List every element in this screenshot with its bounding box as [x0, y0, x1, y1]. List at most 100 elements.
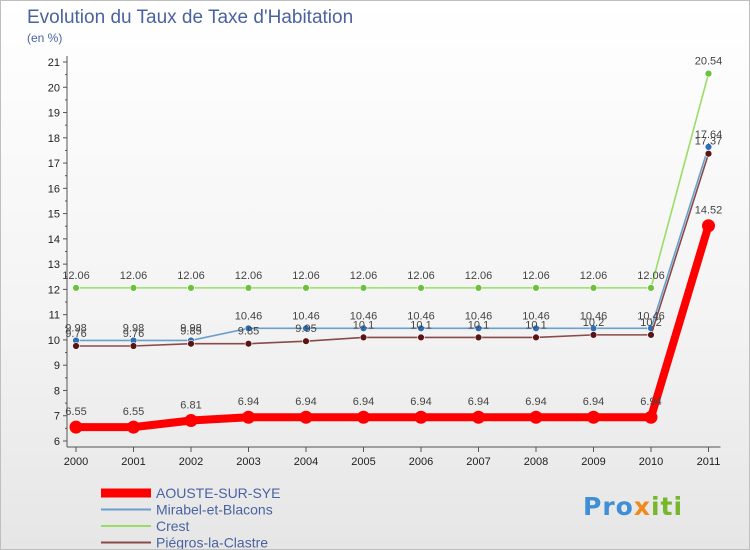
data-point: [244, 340, 253, 348]
x-tick-label: 2010: [639, 456, 663, 468]
data-label: 10.1: [353, 319, 374, 331]
y-tick-label: 14: [48, 234, 60, 246]
chart-title: Evolution du Taux de Taxe d'Habitation: [27, 7, 354, 28]
unit-label: (en %): [27, 31, 63, 45]
legend-label: Piégros-la-Clastre: [156, 535, 268, 550]
data-label: 6.55: [123, 406, 144, 418]
data-point: [532, 284, 540, 292]
data-label: 10.2: [583, 317, 604, 329]
data-label: 6.94: [295, 396, 316, 408]
data-label: 9.95: [295, 323, 316, 335]
x-tick-label: 2005: [351, 456, 375, 468]
data-point: [474, 284, 483, 292]
data-label: 10.46: [637, 310, 665, 322]
x-tick-label: 2002: [179, 456, 203, 468]
x-tick-label: 2000: [64, 456, 88, 468]
data-label: 10.46: [407, 310, 435, 322]
y-tick-label: 7: [54, 411, 60, 423]
data-label: 6.94: [583, 396, 604, 408]
data-label: 10.1: [410, 319, 431, 331]
data-label: 17.64: [695, 129, 723, 141]
x-tick-label: 2008: [524, 456, 548, 468]
legend-label: AOUSTE-SUR-SYE: [156, 485, 280, 501]
data-label: 9.85: [180, 326, 201, 338]
data-label: 9.85: [238, 326, 259, 338]
data-label: 12.06: [522, 270, 550, 282]
data-point: [414, 410, 428, 424]
data-point: [72, 342, 80, 350]
legend: AOUSTE-SUR-SYEMirabel-et-BlaconsCrestPié…: [101, 485, 280, 549]
y-tick-label: 12: [48, 284, 60, 296]
data-label: 10.46: [465, 310, 493, 322]
data-label: 20.54: [695, 56, 723, 68]
data-point: [359, 333, 368, 342]
y-tick-label: 20: [48, 82, 60, 94]
series-layer: [69, 69, 715, 434]
y-tick-label: 16: [48, 183, 60, 195]
data-point: [532, 333, 540, 342]
y-tick-label: 18: [48, 133, 60, 145]
y-tick-label: 11: [49, 310, 60, 322]
legend-label: Mirabel-et-Blacons: [156, 502, 273, 518]
y-tick-label: 10: [48, 335, 60, 347]
data-label: 12.06: [292, 270, 320, 282]
data-label: 12.06: [177, 270, 205, 282]
x-tick-label: 2001: [121, 456, 145, 468]
data-point: [72, 284, 80, 292]
data-label: 10.1: [468, 319, 489, 331]
data-label: 9.76: [65, 328, 86, 340]
data-point: [417, 284, 425, 292]
data-label: 12.06: [407, 270, 435, 282]
x-tick-label: 2007: [466, 456, 490, 468]
x-tick-label: 2009: [581, 456, 605, 468]
data-point: [359, 284, 368, 292]
legend-label: Crest: [156, 518, 190, 534]
data-label: 6.94: [640, 396, 661, 408]
data-label: 12.06: [465, 270, 493, 282]
data-label: 10.46: [522, 310, 550, 322]
data-point: [69, 420, 83, 434]
data-label: 12.06: [637, 270, 665, 282]
data-point: [299, 410, 313, 424]
data-point: [704, 150, 713, 158]
data-labels: 6.55 6.55 6.81 6.94 6.94 6.94 6.94 6.94 6.94 6.94…: [62, 56, 722, 418]
proxiti-logo: Proxiti: [583, 492, 683, 521]
data-label: 12.06: [62, 270, 90, 282]
data-point: [532, 324, 540, 333]
data-point: [589, 331, 598, 339]
x-tick-label: 2004: [294, 456, 318, 468]
y-tick-label: 17: [48, 158, 60, 170]
data-label: 14.52: [695, 205, 723, 217]
y-tick-label: 13: [48, 259, 60, 271]
data-label: 6.55: [65, 406, 86, 418]
y-tick-label: 9: [54, 360, 60, 372]
x-tick-label: 2011: [697, 456, 721, 468]
y-tick-label: 21: [48, 57, 60, 69]
data-point: [647, 284, 655, 292]
x-tick-label: 2006: [409, 456, 433, 468]
data-label: 9.98: [123, 322, 144, 334]
data-label: 12.06: [235, 270, 263, 282]
data-point: [187, 340, 195, 348]
data-label: 10.2: [640, 317, 661, 329]
series-line-3: [75, 152, 710, 347]
data-label: 17.37: [695, 136, 723, 148]
data-label: 12.06: [580, 270, 608, 282]
logo-part-1: Pro: [583, 492, 634, 521]
data-point: [644, 410, 658, 424]
data-point: [302, 284, 310, 292]
data-label: 6.94: [238, 396, 259, 408]
data-point: [702, 219, 715, 233]
data-point: [244, 324, 253, 333]
data-point: [129, 342, 138, 350]
data-point: [302, 324, 310, 333]
data-label: 9.98: [65, 322, 86, 334]
data-point: [357, 410, 370, 424]
logo-part-2: x: [633, 492, 651, 521]
data-point: [244, 284, 253, 292]
data-label: 6.94: [410, 396, 431, 408]
data-label: 12.06: [120, 270, 148, 282]
axes: 6 7 8 9 10 11 12 13 14 15 16 17 18 19 20 21 2000 2001 2002…: [48, 56, 721, 468]
data-point: [417, 324, 425, 333]
